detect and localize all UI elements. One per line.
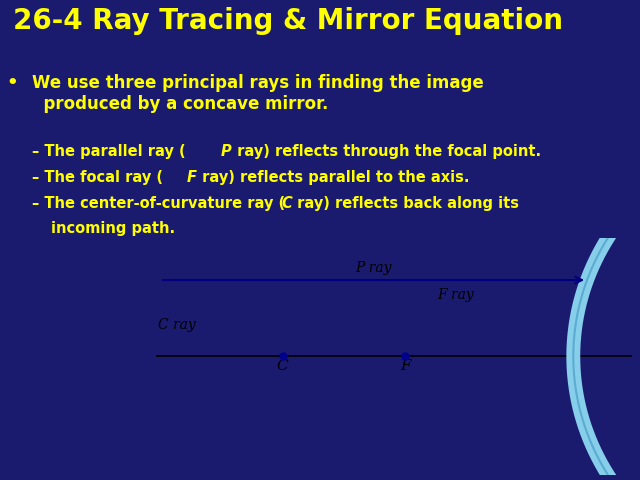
Text: F: F [400,359,411,373]
Text: P ray: P ray [355,262,392,276]
Text: •: • [6,74,18,93]
Text: ray) reflects back along its: ray) reflects back along its [292,196,519,211]
Text: 26-4 Ray Tracing & Mirror Equation: 26-4 Ray Tracing & Mirror Equation [13,7,563,35]
Text: – The parallel ray (: – The parallel ray ( [32,144,186,159]
Text: P: P [221,144,232,159]
Text: – The focal ray (: – The focal ray ( [32,170,163,185]
Text: C: C [277,359,289,373]
Text: F ray: F ray [437,288,474,302]
Text: C ray: C ray [158,318,196,332]
Text: – The center-of-curvature ray (: – The center-of-curvature ray ( [32,196,285,211]
Text: We use three principal rays in finding the image
  produced by a concave mirror.: We use three principal rays in finding t… [32,74,484,113]
Text: ray) reflects parallel to the axis.: ray) reflects parallel to the axis. [197,170,470,185]
Text: ray) reflects through the focal point.: ray) reflects through the focal point. [232,144,541,159]
Text: incoming path.: incoming path. [51,221,175,236]
Text: F: F [187,170,197,185]
Text: C: C [282,196,292,211]
